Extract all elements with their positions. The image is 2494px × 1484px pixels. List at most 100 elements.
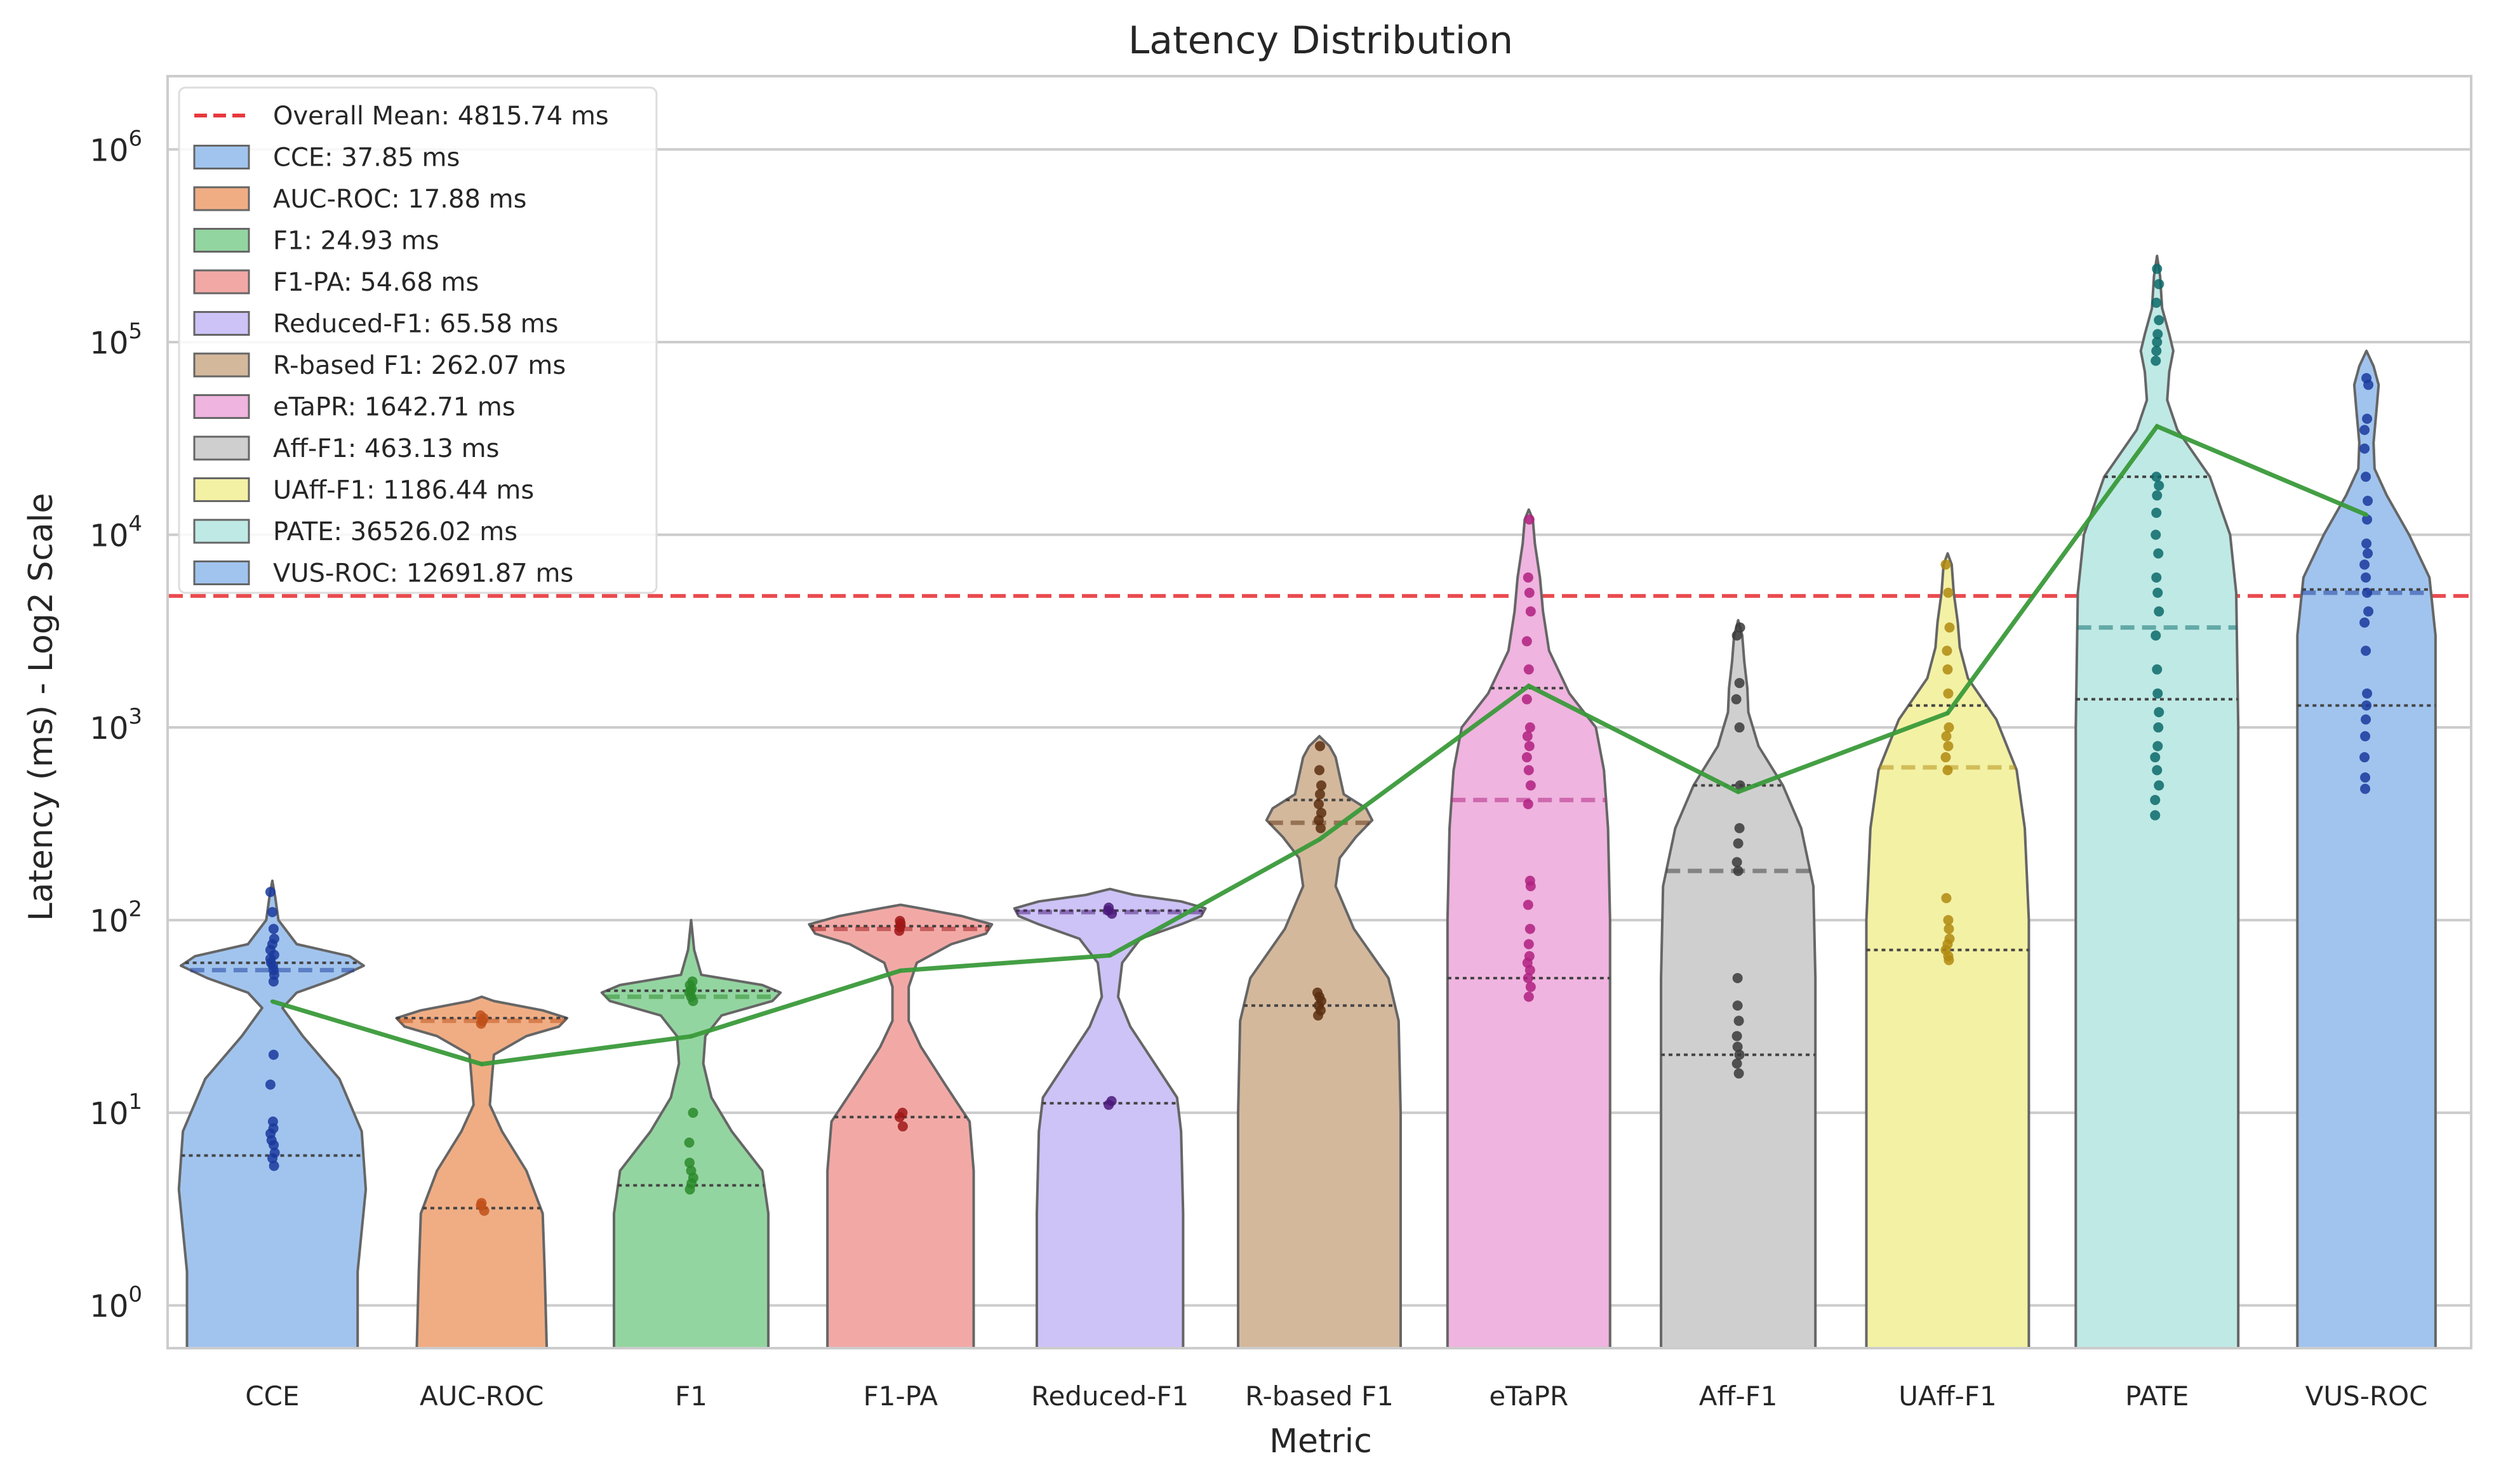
data-point xyxy=(1525,981,1536,992)
violin-f1-pa xyxy=(808,903,994,1349)
data-point xyxy=(2152,263,2163,274)
data-point xyxy=(1734,678,1745,689)
x-tick-label: PATE xyxy=(2125,1381,2189,1412)
data-point xyxy=(2152,688,2163,699)
data-point xyxy=(1524,875,1535,886)
data-point xyxy=(1524,741,1535,752)
x-tick-label: AUC-ROC xyxy=(420,1381,544,1412)
data-point xyxy=(2361,700,2372,711)
data-point xyxy=(1941,731,1952,741)
data-point xyxy=(1316,823,1326,833)
data-point xyxy=(1312,987,1323,998)
legend-label: R-based F1: 262.07 ms xyxy=(273,351,566,380)
violin-uaff-f1 xyxy=(1865,552,2031,1349)
data-point xyxy=(1734,722,1745,733)
data-point xyxy=(2363,496,2373,507)
data-point xyxy=(1523,972,1533,983)
legend-label: CCE: 37.85 ms xyxy=(273,143,460,173)
mean-point xyxy=(1108,953,1112,958)
data-point xyxy=(895,915,905,926)
data-point xyxy=(1524,951,1535,962)
data-point xyxy=(2361,538,2372,549)
mean-point xyxy=(898,969,903,973)
legend-entry: AUC-ROC: 17.88 ms xyxy=(193,185,526,214)
legend-patch xyxy=(193,228,250,253)
data-point xyxy=(1731,1031,1742,1042)
x-tick-label: Aff-F1 xyxy=(1699,1381,1778,1412)
data-point xyxy=(1734,1049,1745,1060)
data-point xyxy=(1524,514,1535,525)
legend-entry: Aff-F1: 463.13 ms xyxy=(193,434,499,463)
mean-point xyxy=(2155,424,2159,428)
legend-patch xyxy=(193,311,250,336)
y-tick-label: 104 xyxy=(90,511,142,553)
legend-patch xyxy=(193,477,250,502)
mean-point xyxy=(689,1034,693,1038)
data-point xyxy=(2152,741,2163,752)
legend-entry: Reduced-F1: 65.58 ms xyxy=(193,310,558,339)
legend-label: VUS-ROC: 12691.87 ms xyxy=(273,559,573,588)
legend-entry: CCE: 37.85 ms xyxy=(193,143,460,173)
data-point xyxy=(1944,722,1954,733)
data-point xyxy=(2151,529,2161,540)
data-point xyxy=(1733,1016,1744,1026)
data-point xyxy=(897,1108,908,1118)
legend-patch xyxy=(193,186,250,211)
data-point xyxy=(475,1010,486,1021)
y-axis-ticks: 100 101 102 103 104 105 106 xyxy=(90,126,142,1324)
mean-point xyxy=(1526,684,1531,688)
data-point xyxy=(1731,694,1742,705)
legend-patch xyxy=(193,560,250,585)
legend-entry: F1-PA: 54.68 ms xyxy=(193,268,479,297)
data-point xyxy=(2154,780,2164,791)
violin-f1 xyxy=(600,918,782,1349)
violin-group xyxy=(177,255,2437,1349)
data-point xyxy=(2150,752,2161,763)
data-point xyxy=(1733,838,1744,849)
data-point xyxy=(2153,722,2164,733)
data-point xyxy=(2151,345,2162,356)
data-point xyxy=(2152,664,2163,675)
mean-point xyxy=(2364,513,2369,517)
data-point xyxy=(2362,413,2373,424)
data-point xyxy=(1731,630,1742,641)
legend-label: Reduced-F1: 65.58 ms xyxy=(273,310,558,339)
legend-entry: F1: 24.93 ms xyxy=(193,227,439,256)
legend-label: Aff-F1: 463.13 ms xyxy=(273,434,499,463)
data-point xyxy=(2152,336,2163,347)
x-tick-label: UAff-F1 xyxy=(1898,1381,1996,1412)
legend-entry: PATE: 36526.02 ms xyxy=(193,517,517,547)
data-point xyxy=(2154,707,2164,717)
y-tick-label: 105 xyxy=(90,319,142,361)
violin-aff-f1 xyxy=(1660,619,1817,1349)
y-tick-label: 106 xyxy=(90,126,142,168)
data-point xyxy=(1106,1096,1117,1106)
legend-box xyxy=(178,86,658,594)
legend-label: F1-PA: 54.68 ms xyxy=(273,268,479,297)
violin-body xyxy=(395,995,569,1349)
data-point xyxy=(1732,1042,1743,1052)
data-point xyxy=(1523,572,1533,583)
data-point xyxy=(1733,866,1744,877)
data-point xyxy=(897,1121,908,1132)
data-point xyxy=(1525,780,1536,791)
mean-point xyxy=(1317,837,1321,842)
data-point xyxy=(267,907,277,918)
data-point xyxy=(2152,587,2163,598)
legend-label: eTaPR: 1642.71 ms xyxy=(273,393,516,422)
data-point xyxy=(1523,765,1534,776)
data-point xyxy=(2151,472,2162,482)
data-point xyxy=(2150,810,2161,821)
violin-cce xyxy=(177,879,368,1349)
data-point xyxy=(1944,924,1954,934)
y-axis-label: Latency (ms) - Log2 Scale xyxy=(22,493,60,922)
data-point xyxy=(1733,1068,1744,1079)
data-point xyxy=(2363,606,2374,617)
data-point xyxy=(1522,731,1533,741)
data-point xyxy=(2359,425,2370,435)
violin-vus-roc xyxy=(2296,349,2437,1349)
data-point xyxy=(269,1160,279,1171)
data-point xyxy=(2361,373,2372,383)
